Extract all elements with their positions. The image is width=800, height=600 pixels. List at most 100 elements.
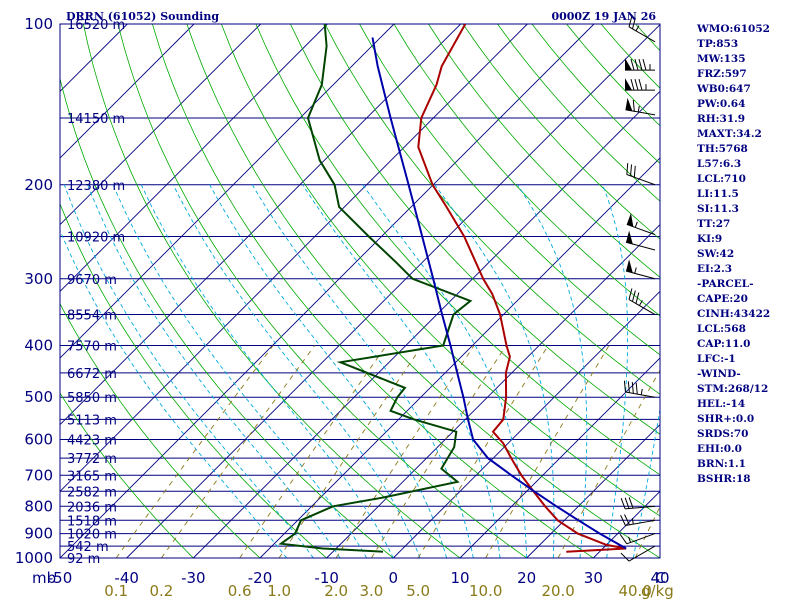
height-label: 6672 m bbox=[67, 367, 117, 382]
dry-adiabat-50 bbox=[221, 24, 660, 517]
moist-adiabat--4 bbox=[112, 184, 368, 558]
index-item: WB0:647 bbox=[697, 83, 751, 95]
height-label: 9670 m bbox=[67, 273, 117, 288]
moist-adiabat-16 bbox=[302, 184, 501, 558]
wind-barb-flag bbox=[628, 15, 633, 27]
wind-barb-flag bbox=[635, 382, 638, 395]
wind-barb-flag bbox=[632, 99, 635, 112]
height-label: 14150 m bbox=[67, 112, 125, 127]
pressure-tick-label: 1000 bbox=[15, 549, 53, 567]
wind-barb-flag bbox=[638, 79, 643, 91]
index-item: SHR+:0.0 bbox=[697, 413, 755, 425]
index-item: STM:268/12 bbox=[697, 383, 769, 395]
index-item: LCL:710 bbox=[697, 173, 746, 185]
pressure-tick-label: 700 bbox=[24, 466, 53, 484]
mixing-ratio-tick-label: 5.0 bbox=[406, 582, 430, 600]
index-item: SI:11.3 bbox=[697, 203, 739, 215]
isotherm--50 bbox=[60, 24, 595, 558]
mixing-ratio-unit-label: g/kg bbox=[641, 582, 674, 600]
wind-barb-pennant bbox=[626, 259, 633, 273]
wind-barb-flag bbox=[627, 381, 630, 393]
dry-adiabat-120 bbox=[462, 24, 660, 240]
temperature-tick-label: 30 bbox=[584, 569, 603, 587]
mixing-ratio-line-3 bbox=[278, 345, 423, 558]
wind-barb-flag bbox=[619, 534, 628, 545]
pressure-tick-label: 500 bbox=[24, 388, 53, 406]
temperature-tick-label: -30 bbox=[181, 569, 206, 587]
mixing-ratio-tick-label: 0.1 bbox=[104, 582, 128, 600]
index-item: PW:0.64 bbox=[697, 98, 746, 110]
pressure-tick-label: 600 bbox=[24, 431, 53, 449]
index-item: FRZ:597 bbox=[697, 68, 747, 80]
wind-barb-half-flag bbox=[640, 388, 643, 395]
index-item: HEL:-14 bbox=[697, 398, 746, 410]
index-item: TP:853 bbox=[697, 38, 739, 50]
wind-barb-staff bbox=[625, 109, 656, 116]
wind-barb bbox=[625, 259, 656, 280]
index-item: TH:5768 bbox=[697, 143, 748, 155]
index-item: -WIND- bbox=[697, 368, 741, 380]
index-item: CAP:11.0 bbox=[697, 338, 751, 350]
height-label: 12380 m bbox=[67, 179, 125, 194]
wind-barb-flag bbox=[638, 58, 643, 71]
dry-adiabat-70 bbox=[290, 24, 660, 435]
height-label: 1518 m bbox=[67, 514, 117, 529]
wind-barb bbox=[625, 58, 655, 71]
pressure-tick-label: 900 bbox=[24, 525, 53, 543]
wind-barb-flag bbox=[631, 382, 634, 394]
chart-grid bbox=[60, 24, 660, 558]
index-item: TT:27 bbox=[697, 218, 731, 230]
moist-adiabat-32 bbox=[602, 184, 629, 558]
wind-barb-flag bbox=[634, 79, 639, 91]
height-label: 4423 m bbox=[67, 434, 117, 449]
mixing-ratio-tick-label: 10.0 bbox=[469, 582, 502, 600]
mixing-ratio-tick-label: 40.0 bbox=[618, 582, 651, 600]
mixing-ratio-line-1 bbox=[161, 345, 316, 558]
wind-barb-pennant bbox=[626, 213, 634, 227]
isotherm--100 bbox=[60, 24, 261, 226]
temperature-tick-label: 0 bbox=[389, 569, 399, 587]
wind-barb bbox=[625, 230, 656, 251]
wind-barb-staff bbox=[625, 391, 656, 398]
index-item: MAXT:34.2 bbox=[697, 128, 762, 140]
moist-adiabat-20 bbox=[362, 184, 528, 558]
moist-adiabat-12 bbox=[251, 184, 474, 558]
pressure-tick-label: 800 bbox=[24, 497, 53, 515]
wind-barb-half-flag bbox=[631, 518, 634, 525]
moist-adiabat--16 bbox=[60, 229, 288, 558]
wind-barb-flag bbox=[631, 290, 636, 302]
index-item: SRDS:70 bbox=[697, 428, 749, 440]
dry-adiabat--20 bbox=[60, 302, 261, 558]
isotherm--40 bbox=[126, 24, 660, 558]
height-label: 2582 m bbox=[67, 485, 117, 500]
temperature-trace bbox=[417, 24, 627, 553]
temperature-tick-label: -50 bbox=[48, 569, 73, 587]
wind-barb-staff bbox=[625, 519, 656, 527]
index-item: L57:6.3 bbox=[697, 158, 742, 170]
temperature-tick-label: 20 bbox=[517, 569, 536, 587]
temperature-tick-label: 10 bbox=[450, 569, 469, 587]
temperature-tick-label: -40 bbox=[114, 569, 139, 587]
isotherm-20 bbox=[526, 424, 660, 558]
wind-barb bbox=[623, 380, 656, 398]
wind-barb-staff bbox=[628, 545, 656, 562]
moist-adiabat-8 bbox=[209, 184, 448, 558]
moist-adiabat-24 bbox=[434, 184, 555, 558]
wind-barb-flag bbox=[633, 165, 636, 178]
mixing-ratio-tick-label: 2.0 bbox=[324, 582, 348, 600]
plot-frame bbox=[59, 23, 661, 559]
index-item: LI:11.5 bbox=[697, 188, 739, 200]
wind-barb-half-flag bbox=[638, 300, 643, 306]
wind-barb-flag bbox=[628, 288, 633, 300]
height-label: 1020 m bbox=[67, 528, 117, 543]
height-label: 10920 m bbox=[67, 230, 125, 245]
isotherm--80 bbox=[60, 24, 395, 359]
wind-barb-flag bbox=[642, 58, 647, 71]
wind-barb-flag bbox=[631, 17, 636, 29]
isotherm--60 bbox=[60, 24, 528, 492]
index-item: CINH:43422 bbox=[697, 308, 771, 320]
height-label: 5113 m bbox=[67, 413, 117, 428]
isotherm-0 bbox=[393, 290, 660, 558]
wind-barb bbox=[628, 288, 656, 315]
height-label: 7570 m bbox=[67, 340, 117, 355]
